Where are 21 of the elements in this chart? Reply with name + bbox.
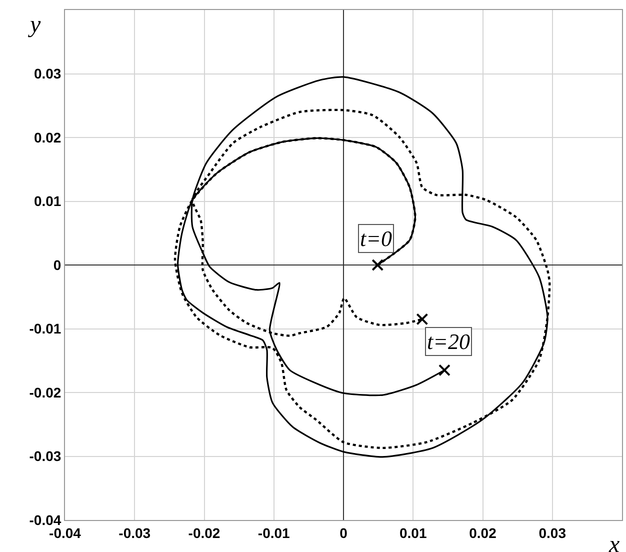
point bbox=[372, 259, 384, 271]
y-tick-label: 0.01 bbox=[34, 193, 62, 210]
y-axis-title: y bbox=[28, 12, 41, 38]
x-tick-label: -0.03 bbox=[118, 524, 151, 541]
x-tick-label: -0.01 bbox=[258, 524, 290, 541]
x-tick-label: -0.02 bbox=[188, 524, 220, 541]
x-axis-title: x bbox=[608, 532, 620, 552]
point bbox=[416, 313, 428, 326]
annotation: t=0 bbox=[360, 226, 392, 251]
y-tick-label: 0.02 bbox=[34, 129, 62, 146]
x-tick-label: 0 bbox=[340, 524, 348, 541]
y-tick-label: 0 bbox=[53, 256, 62, 273]
annotation: t=20 bbox=[427, 329, 470, 354]
point bbox=[438, 364, 450, 376]
x-tick-label: 0.01 bbox=[400, 524, 427, 541]
y-tick-label: -0.02 bbox=[29, 384, 62, 400]
y-tick-label: -0.03 bbox=[29, 448, 62, 464]
y-tick-label: -0.01 bbox=[29, 320, 62, 337]
y-tick-label: 0.03 bbox=[34, 66, 62, 82]
x-tick-label: 0.03 bbox=[538, 524, 566, 541]
x-tick-label: 0.02 bbox=[469, 524, 497, 541]
